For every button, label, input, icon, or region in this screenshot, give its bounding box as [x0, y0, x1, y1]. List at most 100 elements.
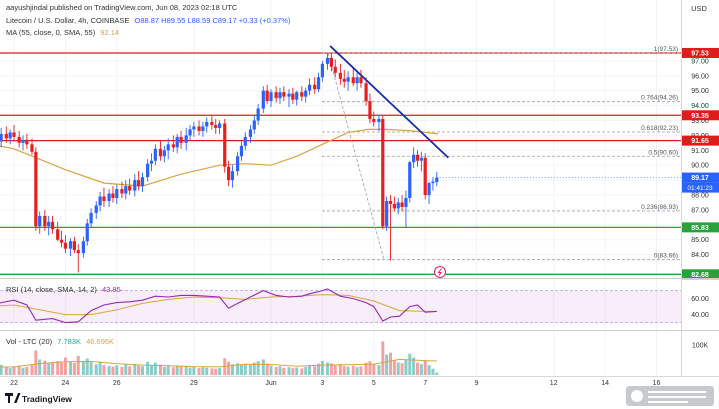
- candle: [295, 90, 299, 106]
- candle-body: [158, 148, 163, 157]
- candle: [320, 60, 324, 82]
- volume-bar: [372, 363, 376, 375]
- candle: [140, 172, 145, 193]
- volume-bar: [431, 368, 435, 375]
- candle: [30, 138, 34, 155]
- candle: [274, 86, 278, 103]
- fib-level-label: 0(83.66): [654, 253, 678, 260]
- volume-bar: [313, 366, 317, 375]
- price-tag-box: [682, 269, 719, 280]
- volume-bar: [392, 360, 396, 375]
- volume-bar: [34, 350, 38, 375]
- candle: [346, 71, 350, 91]
- volume-bar: [192, 366, 196, 375]
- candle-body: [427, 183, 431, 196]
- symbol-name: Litecoin / U.S. Dollar, 4h, COINBASE: [6, 16, 129, 25]
- volume-bar: [338, 363, 342, 375]
- candle: [223, 119, 227, 173]
- candle-body: [115, 189, 119, 198]
- candle-body: [400, 202, 404, 207]
- candle: [50, 215, 55, 234]
- candle-body: [368, 101, 372, 119]
- candle-body: [412, 154, 416, 163]
- candle: [162, 145, 166, 163]
- candle-body: [133, 180, 137, 191]
- volume-bar: [300, 368, 304, 375]
- candle-body: [364, 83, 368, 102]
- candle: [34, 147, 38, 231]
- candle-body: [320, 63, 324, 78]
- price-axis[interactable]: 84.0085.0086.0087.0088.0089.0090.0091.00…: [682, 47, 719, 350]
- rsi-tick-label: 60.00: [691, 296, 709, 303]
- tradingview-logo-icon: [5, 393, 21, 403]
- price-tag-box: [682, 135, 719, 146]
- candle: [342, 69, 346, 88]
- volume-bar: [227, 361, 231, 375]
- tradingview-logo[interactable]: TradingView: [5, 393, 72, 404]
- price-tag-label: 85.83: [691, 225, 709, 232]
- candle-body: [149, 160, 154, 164]
- volume-bar: [102, 365, 106, 375]
- volume-bar: [25, 366, 29, 375]
- candle-body: [261, 90, 265, 109]
- candle-body: [4, 133, 8, 139]
- volume-legend: Vol - LTC (20) 7.783K 46.696K: [6, 337, 114, 346]
- volume-bar: [89, 362, 93, 375]
- volume-bar: [218, 368, 222, 375]
- volume-bar: [12, 366, 16, 375]
- volume-bar: [359, 366, 363, 375]
- candle-body: [325, 57, 330, 64]
- rsi-line: [0, 288, 437, 324]
- candle-body: [385, 200, 389, 227]
- candle: [137, 171, 141, 191]
- fib-level-label: 0.618(92.23): [641, 125, 678, 132]
- candle-body: [124, 186, 128, 194]
- candle-body: [184, 135, 188, 143]
- candle: [415, 150, 420, 167]
- candle-body: [230, 171, 235, 181]
- volume-bar: [201, 367, 205, 375]
- volume-bar: [60, 362, 64, 375]
- time-tick-label: 24: [62, 380, 70, 387]
- candle: [392, 196, 396, 212]
- candle-body: [102, 196, 106, 201]
- price-tick-label: 90.00: [691, 163, 709, 170]
- candle-body: [8, 132, 12, 139]
- volume-bar: [51, 362, 55, 375]
- candle-body: [59, 239, 64, 243]
- volume-bar: [252, 362, 256, 375]
- candle-body: [396, 202, 400, 209]
- candle-body: [269, 92, 273, 102]
- volume-bar: [153, 362, 157, 375]
- candle: [388, 195, 393, 261]
- candle-body: [107, 193, 111, 201]
- candle: [333, 59, 337, 78]
- volume-bar: [256, 361, 260, 375]
- candle-body: [415, 154, 420, 161]
- candle-body: [295, 92, 299, 100]
- volume-bar: [188, 367, 192, 375]
- candle-body: [351, 77, 355, 84]
- volume-bar: [261, 359, 265, 375]
- alert-clock-icon[interactable]: [434, 266, 446, 278]
- candle: [184, 127, 188, 151]
- price-tag-box: [682, 172, 719, 183]
- candle-body: [435, 177, 439, 183]
- price-tick-label: 93.00: [691, 118, 709, 125]
- candle: [201, 121, 205, 137]
- candle-body: [146, 163, 150, 178]
- price-tag-label: 89.17: [691, 175, 709, 182]
- fib-level-label: 0.236(86.93): [641, 204, 678, 211]
- candle-body: [252, 120, 256, 130]
- candle: [396, 198, 400, 215]
- price-tag-label: 93.35: [691, 113, 709, 120]
- volume-bar: [381, 341, 385, 375]
- price-tick-label: 88.00: [691, 193, 709, 200]
- candle-body: [56, 229, 60, 240]
- time-axis[interactable]: 22 24 26 29 Jun 3 5 7 9 12 14 16: [10, 380, 660, 387]
- volume-bar: [146, 361, 150, 375]
- tradingview-brand-text: TradingView: [22, 394, 72, 404]
- ma-legend-label: MA (55, close, 0, SMA, 55): [6, 28, 96, 37]
- volume-bar: [269, 365, 273, 375]
